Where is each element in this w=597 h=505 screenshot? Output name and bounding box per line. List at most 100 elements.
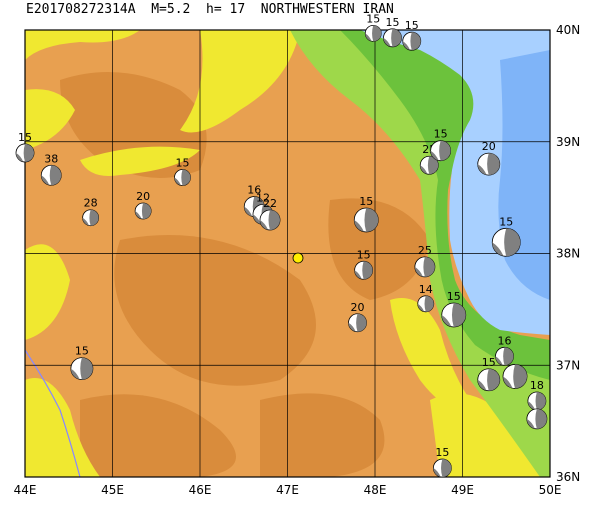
focal-mechanism: 15 [174, 157, 191, 186]
lat-label: 38N [556, 247, 580, 261]
yellow-area [25, 244, 70, 340]
beachball-compression [80, 357, 93, 380]
beachball-compression [354, 219, 364, 232]
beachball-compression [82, 217, 90, 226]
focal-mechanism: 16 [495, 334, 514, 366]
focal-mechanism: 15 [491, 215, 521, 257]
beachball-compression [49, 165, 62, 186]
depth-label: 15 [176, 157, 190, 170]
beachball-compression [477, 164, 487, 175]
lon-label: 49E [451, 483, 474, 497]
lon-label: 48E [364, 483, 387, 497]
beachball-compression [495, 356, 503, 366]
focal-mechanism: 22 [259, 197, 281, 231]
yellow-area [430, 393, 550, 477]
highland-patch [260, 393, 385, 477]
depth-label: 38 [44, 152, 58, 165]
focal-mechanism: 25 [414, 244, 436, 278]
beachball-compression [535, 392, 546, 411]
beachball-compression [503, 376, 513, 389]
depth-label: 15 [359, 195, 373, 208]
beachball-compression [430, 150, 439, 161]
yellow-area [25, 378, 100, 477]
focal-mechanism: 15 [364, 12, 382, 42]
lat-label: 36N [556, 470, 580, 484]
beachball-compression [174, 177, 181, 186]
depth-label: 15 [405, 19, 419, 32]
depth-label: 15 [366, 12, 380, 25]
depth-label: 15 [18, 131, 32, 144]
beachball-compression [23, 143, 34, 162]
focal-mechanism: 20 [477, 140, 501, 176]
beachball-compression [268, 209, 280, 230]
beachball-compression [535, 408, 547, 429]
latitude-labels: 40N 39N 38N 37N 36N [556, 23, 580, 484]
focal-mechanism: 15 [430, 128, 452, 162]
highland-patch [80, 394, 236, 477]
depth-label: 20 [136, 190, 150, 203]
focal-mechanism: 18 [527, 379, 547, 411]
beachball-compression [477, 379, 487, 391]
beachball-compression [244, 206, 253, 217]
focal-mechanism: 14 [417, 283, 435, 313]
beachball-compression [356, 313, 367, 332]
beachball-compression [417, 303, 425, 312]
focal-mechanism: 15 [15, 131, 35, 163]
depth-label: 15 [435, 446, 449, 459]
yellow-area [25, 30, 140, 60]
depth-label: 20 [482, 140, 496, 153]
coastal-area [340, 30, 550, 380]
beachball-compression [89, 209, 99, 226]
focal-mechanism: 28 [82, 197, 100, 227]
beachball-compression [141, 203, 152, 220]
focal-mechanism: 15 [441, 290, 467, 328]
beachball-compression [451, 302, 466, 327]
beachball-compression [427, 156, 439, 175]
focal-mechanism: 15 [402, 19, 422, 51]
lon-label: 44E [14, 483, 37, 497]
beachball-compression [70, 368, 80, 380]
beachball-compression [414, 266, 423, 277]
depth-label: 15 [482, 356, 496, 369]
lat-label: 37N [556, 358, 580, 372]
beachball-compression [441, 314, 452, 327]
beachball-compression [441, 459, 452, 478]
beachball-compression [423, 256, 435, 277]
beachball-compression [410, 32, 421, 51]
beachball-compression [181, 169, 191, 186]
focal-mechanism: 15 [383, 16, 402, 48]
beachball-compression [487, 153, 500, 176]
beachball-compression [513, 364, 527, 389]
beachball-compression [492, 242, 504, 256]
beachball-compression [253, 214, 261, 225]
beachball-compression [487, 368, 500, 391]
focal-mechanism: 15 [432, 446, 452, 478]
yellow-area [25, 89, 75, 150]
depth-label: 12 [256, 191, 270, 204]
highland-patch [114, 235, 317, 386]
depth-label: 28 [84, 197, 98, 210]
depth-label: 15 [499, 215, 513, 228]
depth-label: 16 [247, 184, 261, 197]
beachball-compression [391, 28, 402, 47]
beachball-compression [424, 295, 434, 312]
beachball-compression [503, 347, 514, 366]
lon-label: 46E [189, 483, 212, 497]
beachball-compression [383, 37, 391, 47]
beachball-compression [420, 165, 428, 174]
beachball-compression [362, 261, 373, 280]
beachball-compression [526, 418, 535, 429]
depth-label: 15 [75, 345, 89, 358]
depth-label: 15 [357, 248, 371, 261]
beachball-compression [16, 152, 24, 162]
focal-mechanism [502, 364, 528, 389]
depth-label: 20 [351, 301, 365, 314]
depth-label: 22 [263, 197, 277, 210]
river [25, 349, 81, 477]
yellow-area [180, 30, 300, 133]
beachball-compression [402, 41, 410, 50]
yellow-area [80, 146, 200, 176]
depth-label: 14 [419, 283, 433, 296]
highland-patch [328, 198, 430, 300]
lat-label: 40N [556, 23, 580, 37]
